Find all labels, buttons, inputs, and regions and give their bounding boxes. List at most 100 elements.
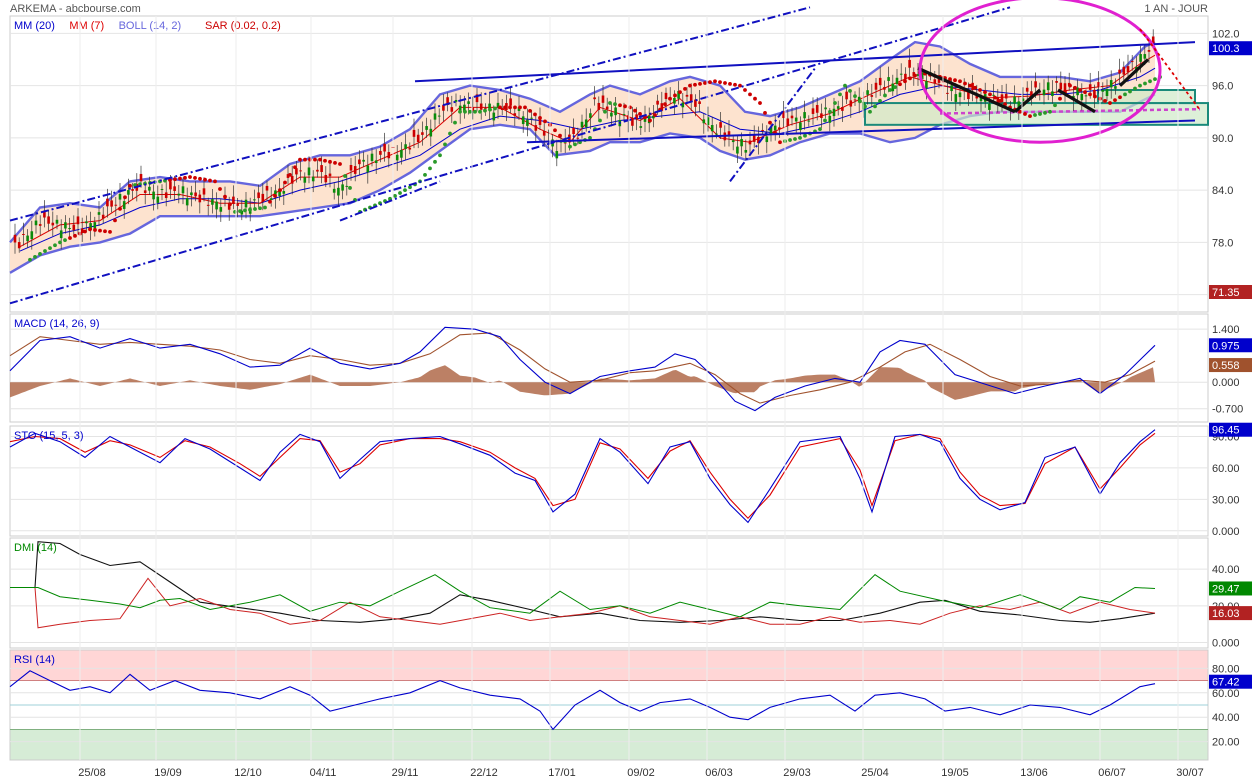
sar-dot (793, 137, 797, 141)
candle-body (950, 85, 953, 92)
candle-body (790, 115, 794, 119)
sar-dot (203, 177, 207, 182)
sar-dot (218, 187, 222, 191)
sar-dot (288, 172, 292, 177)
candle-body (677, 90, 680, 99)
sar-dot (1003, 102, 1007, 107)
sar-dot (1028, 114, 1032, 119)
pattern-segment (1013, 88, 1042, 113)
sar-dot (1083, 90, 1087, 95)
sar-dot (258, 206, 262, 211)
sar-dot (1018, 109, 1022, 114)
candle-body (509, 98, 512, 106)
candle-body (1118, 69, 1121, 74)
candle-body (946, 92, 949, 94)
sar-dot (343, 174, 347, 178)
sar-dot (683, 87, 687, 91)
candle-body (832, 108, 836, 117)
candle-body (794, 117, 798, 122)
sar-dot (398, 191, 402, 195)
sar-dot (898, 82, 902, 87)
candle-body (1076, 87, 1079, 96)
candle-body (194, 192, 197, 197)
candle-body (110, 200, 113, 207)
candle-body (492, 112, 496, 121)
candle-body (820, 113, 823, 118)
candle-body (286, 174, 290, 178)
sar-dot (843, 83, 847, 88)
sar-dot (848, 88, 852, 93)
candle-body (660, 103, 664, 111)
candle-body (542, 131, 546, 136)
sar-dot (708, 80, 712, 85)
candle-body (694, 99, 697, 107)
dmi-plus-badge-bg (1209, 581, 1252, 596)
candle-body (664, 92, 668, 100)
macd-ytick: 0.000 (1212, 377, 1240, 389)
macd-ytick: 1.400 (1212, 324, 1240, 336)
candle-body (1088, 84, 1092, 90)
candle-body (55, 219, 59, 224)
sar-dot (178, 176, 182, 181)
candle-body (467, 101, 470, 104)
candle-body (870, 95, 874, 97)
price-ytick: 102.0 (1212, 28, 1240, 40)
sar-dot (758, 101, 762, 105)
candle-body (253, 199, 256, 201)
sar-dot (528, 108, 532, 113)
sar-dot (268, 199, 272, 204)
candle-body (324, 174, 328, 183)
candle-body (702, 119, 706, 124)
sar-dot (538, 115, 542, 120)
sar-dot (1103, 98, 1107, 103)
candle-body (971, 82, 974, 91)
macd-histogram (10, 365, 1155, 400)
candle-body (1109, 80, 1113, 88)
x-tick-label: 09/02 (627, 767, 655, 779)
sar-dot (33, 254, 37, 259)
candle-body (454, 100, 458, 102)
candle-body (845, 91, 848, 100)
sar-dot (263, 205, 267, 210)
sar-dot (208, 178, 212, 183)
sar-dot (348, 186, 352, 190)
sar-dot (638, 112, 642, 116)
candle-body (811, 108, 815, 114)
sar-dot (433, 159, 437, 164)
price-last-badge: 100.3 (1212, 43, 1240, 55)
macd-value-badge: 0.975 (1212, 340, 1240, 352)
sar-dot (173, 177, 177, 182)
sar-dot (1153, 77, 1157, 82)
sar-dot (803, 133, 807, 138)
x-tick-label: 13/06 (1020, 767, 1048, 779)
price-min-badge: 71.35 (1212, 287, 1240, 299)
x-tick-label: 25/04 (861, 767, 889, 779)
candle-body (715, 133, 718, 135)
candle-body (429, 128, 433, 137)
candle-body (593, 97, 596, 100)
sar-dot (1113, 98, 1117, 103)
legend-0: RSI (14) (14, 654, 55, 666)
price-ytick: 90.0 (1212, 133, 1233, 145)
sar-dot (703, 81, 707, 85)
sto-ytick: 30.00 (1212, 494, 1240, 506)
candle-body (458, 105, 462, 113)
sar-dot (1093, 94, 1097, 99)
candle-body (484, 107, 487, 109)
sar-dot (123, 195, 127, 200)
candle-body (416, 134, 420, 143)
candle-body (1139, 54, 1142, 62)
candle-body (320, 165, 323, 173)
rsi-value-badge-bg (1209, 674, 1252, 689)
sar-dot (533, 112, 537, 117)
sar-dot (1058, 96, 1062, 101)
candle-body (925, 81, 928, 89)
candle-body (824, 107, 827, 110)
sar-dot (863, 104, 867, 109)
sar-dot (798, 135, 802, 140)
candle-body (131, 189, 134, 191)
dotted-support-line (939, 107, 1201, 115)
candle-body (1055, 81, 1058, 83)
sar-dot (333, 161, 337, 165)
sar-dot (458, 109, 462, 114)
